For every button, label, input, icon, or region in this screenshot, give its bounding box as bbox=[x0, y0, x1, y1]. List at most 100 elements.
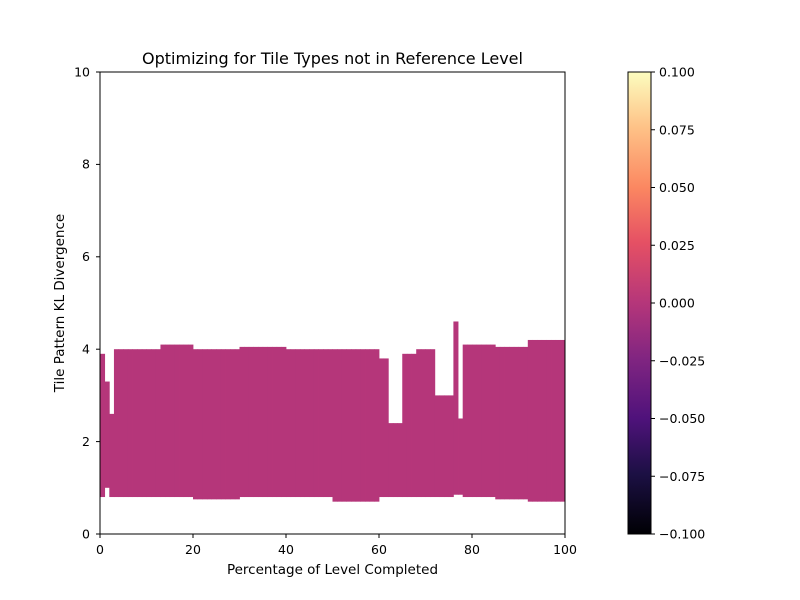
heatmap-cell bbox=[513, 346, 519, 500]
heatmap-cell bbox=[458, 418, 464, 495]
heatmap-cell bbox=[109, 413, 115, 498]
heatmap-cell bbox=[476, 344, 482, 498]
y-tick-label: 0 bbox=[82, 527, 90, 542]
heatmap-cell bbox=[318, 349, 324, 498]
heatmap-cell bbox=[202, 349, 208, 500]
heatmap-cell bbox=[518, 346, 524, 500]
colorbar-gradient bbox=[628, 72, 651, 534]
x-axis: 0 20 40 60 80 100 bbox=[96, 534, 577, 557]
heatmap-cell bbox=[555, 339, 561, 502]
y-axis: 0 2 4 6 8 10 bbox=[74, 65, 100, 542]
heatmap-cell bbox=[281, 346, 287, 498]
heatmap-cell bbox=[160, 344, 166, 498]
heatmap-cell bbox=[216, 349, 222, 500]
heatmap-cell bbox=[206, 349, 212, 500]
heatmap-cell bbox=[397, 423, 403, 498]
heatmap-cell bbox=[179, 344, 185, 498]
heatmap-cell bbox=[155, 349, 161, 498]
heatmap-cell bbox=[490, 344, 496, 498]
heatmap-cell bbox=[220, 349, 226, 500]
heatmap-cell bbox=[383, 358, 389, 498]
x-tick-label: 40 bbox=[278, 542, 294, 557]
heatmap-cell bbox=[104, 381, 110, 488]
colorbar-tick-label: −0.100 bbox=[659, 527, 705, 542]
heatmap-cell bbox=[402, 353, 408, 498]
heatmap-cell bbox=[537, 339, 543, 502]
y-tick-label: 8 bbox=[82, 157, 90, 172]
plot-frame bbox=[99, 71, 566, 535]
colorbar-tick-label: −0.050 bbox=[659, 411, 705, 426]
heatmap-cell bbox=[183, 344, 189, 498]
heatmap-cell bbox=[485, 344, 491, 498]
heatmap-cell bbox=[509, 346, 515, 500]
heatmap-cell bbox=[244, 346, 250, 498]
heatmap-cell bbox=[495, 346, 501, 500]
y-tick-label: 2 bbox=[82, 434, 90, 449]
heatmap-cell bbox=[262, 346, 268, 498]
heatmap-cell bbox=[351, 349, 357, 502]
heatmap-cell bbox=[467, 344, 473, 498]
heatmap-cell bbox=[290, 349, 296, 498]
heatmap-cell bbox=[304, 349, 310, 498]
heatmap-cell bbox=[355, 349, 361, 502]
heatmap-cell bbox=[411, 353, 417, 498]
heatmap-cell bbox=[541, 339, 547, 502]
heatmap-cell bbox=[127, 349, 133, 498]
heatmap-cell bbox=[113, 349, 119, 498]
heatmap-cell bbox=[193, 349, 199, 500]
chart-title: Optimizing for Tile Types not in Referen… bbox=[142, 49, 523, 68]
heatmap-cell bbox=[365, 349, 371, 502]
heatmap-cell bbox=[379, 358, 385, 498]
heatmap-cell bbox=[551, 339, 557, 502]
heatmap-cell bbox=[174, 344, 180, 498]
heatmap-cell bbox=[481, 344, 487, 498]
heatmap-cell bbox=[309, 349, 315, 498]
heatmap-cell bbox=[448, 395, 454, 498]
heatmap-cell bbox=[295, 349, 301, 498]
heatmap-cell bbox=[276, 346, 282, 498]
heatmap-cell bbox=[374, 349, 380, 502]
heatmap-cell bbox=[118, 349, 124, 498]
colorbar-tick-label: 0.100 bbox=[659, 65, 695, 80]
heatmap-cell bbox=[439, 395, 445, 498]
heatmap-cell bbox=[132, 349, 138, 498]
heatmap-cell bbox=[444, 395, 450, 498]
heatmap-cell bbox=[327, 349, 333, 498]
heatmap-cell bbox=[272, 346, 278, 498]
heatmap-cell bbox=[504, 346, 510, 500]
heatmap-cell bbox=[169, 344, 175, 498]
heatmap-cell bbox=[239, 346, 245, 498]
heatmap-cell bbox=[420, 349, 426, 498]
heatmap-cell bbox=[146, 349, 152, 498]
heatmap-cell bbox=[472, 344, 478, 498]
heatmap-cell bbox=[141, 349, 147, 498]
heatmap-cell bbox=[453, 321, 459, 495]
heatmap-cell bbox=[346, 349, 352, 502]
heatmap-cell bbox=[253, 346, 259, 498]
heatmap-cell bbox=[211, 349, 217, 500]
heatmap-cell bbox=[323, 349, 329, 498]
heatmap-cell bbox=[369, 349, 375, 502]
heatmap-cell bbox=[527, 339, 533, 502]
heatmap-cell bbox=[546, 339, 552, 502]
colorbar: 0.100 0.075 0.050 0.025 0.000 −0.025 −0.050 −0.… bbox=[627, 65, 705, 542]
x-tick-label: 20 bbox=[185, 542, 201, 557]
colorbar-tick-label: −0.075 bbox=[659, 469, 705, 484]
y-tick-label: 10 bbox=[74, 65, 90, 80]
heatmap-cell bbox=[337, 349, 343, 502]
x-tick-label: 60 bbox=[371, 542, 387, 557]
x-axis-label: Percentage of Level Completed bbox=[227, 562, 438, 578]
heatmap-cell bbox=[286, 349, 292, 498]
heatmap-cell bbox=[188, 344, 194, 498]
heatmap-cell bbox=[258, 346, 264, 498]
heatmap-cell bbox=[388, 423, 394, 498]
x-tick-label: 0 bbox=[96, 542, 104, 557]
colorbar-tick-label: −0.025 bbox=[659, 353, 705, 368]
colorbar-tick-label: 0.050 bbox=[659, 180, 695, 195]
heatmap-cell bbox=[560, 339, 565, 502]
y-axis-label: Tile Pattern KL Divergence bbox=[52, 214, 68, 393]
heatmap-cell bbox=[165, 344, 171, 498]
heatmap-cell bbox=[462, 344, 468, 498]
heatmap-cell bbox=[225, 349, 231, 500]
